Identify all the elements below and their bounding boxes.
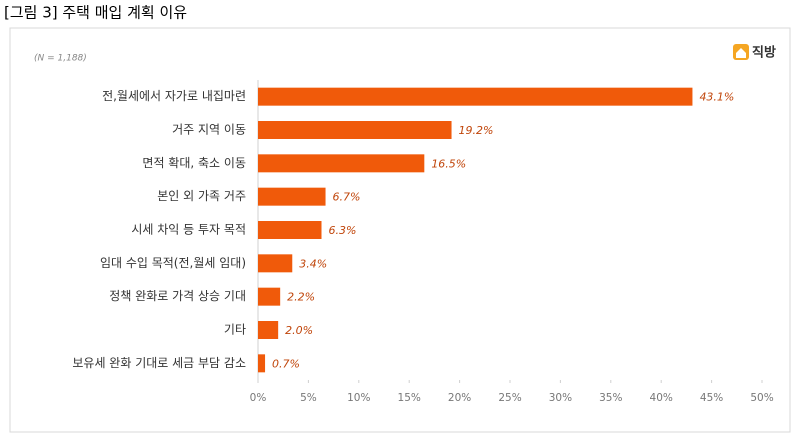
bar: [258, 354, 266, 373]
bar: [258, 287, 281, 306]
bar: [258, 87, 693, 106]
bar: [258, 321, 279, 339]
x-tick-label: 20%: [448, 392, 471, 404]
category-label: 기타: [224, 323, 246, 337]
x-tick-label: 0%: [250, 392, 267, 404]
category-label: 본인 외 가족 거주: [157, 189, 246, 203]
bar: [258, 154, 425, 173]
category-label: 전,월세에서 자가로 내집마련: [102, 89, 246, 103]
bar: [258, 254, 293, 273]
x-tick-label: 15%: [398, 392, 421, 404]
category-label: 임대 수입 목적(전,월세 임대): [100, 256, 246, 270]
bar: [258, 221, 322, 239]
chart-title: [그림 3] 주택 매입 계획 이유: [4, 4, 187, 22]
category-label: 정책 완화로 가격 상승 기대: [109, 288, 246, 303]
value-label: 2.0%: [285, 324, 313, 337]
bar: [258, 121, 452, 139]
x-tick-label: 50%: [750, 392, 773, 404]
category-label: 거주 지역 이동: [172, 123, 246, 137]
logo-house: [736, 48, 746, 58]
x-tick-label: 45%: [700, 392, 723, 404]
category-label: 면적 확대, 축소 이동: [142, 156, 246, 170]
value-label: 19.2%: [459, 124, 494, 137]
bar: [258, 187, 326, 206]
brand-name: 직방: [752, 45, 776, 61]
value-label: 3.4%: [299, 257, 327, 270]
x-tick-label: 30%: [549, 392, 572, 404]
sample-note: (N = 1,188): [34, 54, 87, 64]
x-tick-label: 5%: [300, 392, 317, 404]
value-label: 6.3%: [329, 224, 357, 237]
value-label: 16.5%: [431, 157, 466, 170]
category-label: 보유세 완화 기대로 세금 부담 감소: [72, 356, 246, 370]
value-label: 0.7%: [272, 357, 300, 370]
x-tick-label: 10%: [347, 392, 370, 404]
brand-logo: 직방: [733, 44, 776, 61]
x-tick-label: 25%: [498, 392, 521, 404]
value-label: 6.7%: [333, 191, 361, 204]
value-label: 2.2%: [287, 291, 315, 304]
x-tick-label: 35%: [599, 392, 622, 404]
category-label: 시세 차익 등 투자 목적: [131, 223, 246, 237]
x-tick-label: 40%: [650, 392, 673, 404]
value-label: 43.1%: [699, 91, 734, 104]
